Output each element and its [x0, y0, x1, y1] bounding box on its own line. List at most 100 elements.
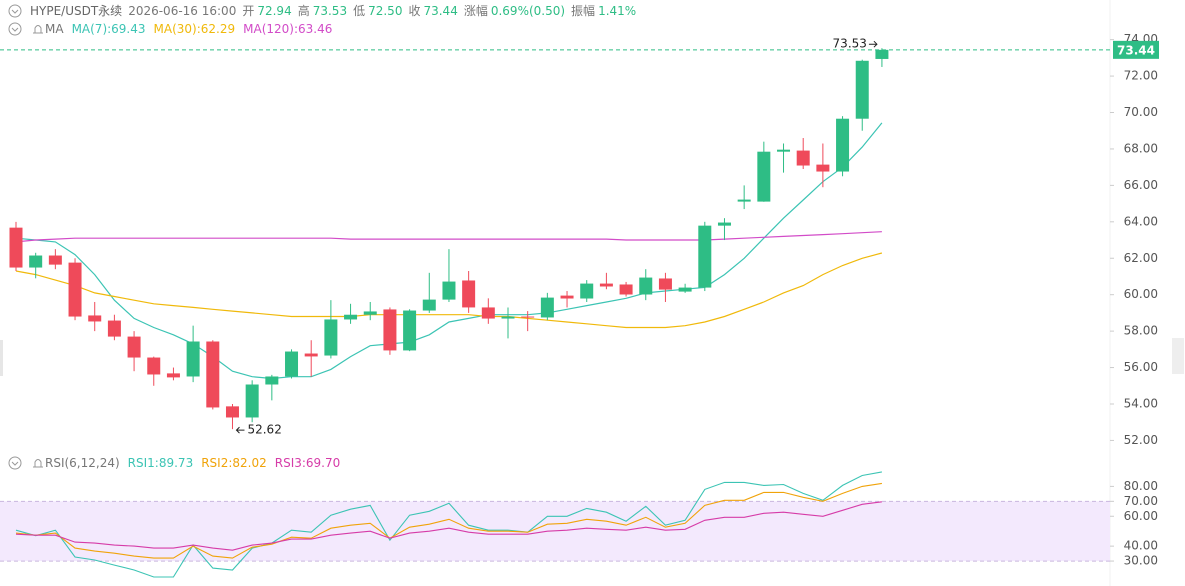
- field-value: 73.53: [312, 4, 348, 18]
- candle-body: [698, 225, 712, 288]
- candle-body: [285, 351, 299, 377]
- field: 收 73.44: [408, 4, 457, 18]
- header-icon[interactable]: [8, 4, 43, 470]
- candle-body: [206, 341, 220, 408]
- field: 涨幅 0.69%(0.50): [464, 4, 565, 18]
- header-row: HYPE/USDT永续 2026-06-16 16:00 开 72.94 高 73.53 低…: [30, 4, 636, 18]
- candle-body: [186, 341, 200, 377]
- candle-body: [68, 262, 82, 317]
- legend-title: MA: [45, 22, 64, 36]
- y-tick-label: 60.00: [1124, 509, 1158, 523]
- candle-body: [737, 199, 751, 202]
- candle-body: [304, 353, 318, 357]
- candle-body: [48, 255, 62, 265]
- candle-body: [658, 278, 672, 290]
- candle-body: [678, 287, 692, 292]
- candle-body: [383, 309, 397, 351]
- y-tick-label: 80.00: [1124, 479, 1158, 493]
- field-value: 1.41%: [598, 4, 637, 18]
- candle-body: [462, 280, 476, 308]
- legend-title: RSI(6,12,24): [45, 456, 120, 470]
- candle-body: [580, 283, 594, 299]
- candle-body: [521, 316, 535, 318]
- extreme-annotation: 52.62: [235, 423, 282, 437]
- candle-body: [225, 406, 239, 418]
- y-tick-label: 64.00: [1124, 214, 1158, 228]
- field-value: 72.94: [257, 4, 292, 18]
- candle-body: [344, 314, 358, 320]
- field-label: 涨幅: [463, 4, 488, 18]
- candle-body: [855, 60, 869, 119]
- annotation-label: 73.53: [833, 37, 867, 51]
- ma-line: [15, 122, 883, 380]
- legend-entry: RSI1:89.73: [127, 456, 194, 470]
- candle-body: [403, 310, 417, 351]
- rsi-line: [15, 482, 882, 559]
- field: 开 72.94: [242, 4, 291, 18]
- candle-body: [481, 307, 495, 319]
- candle-body: [875, 49, 889, 59]
- ma-line: [15, 252, 883, 329]
- candle-body: [363, 311, 377, 315]
- legend-entry: MA(7):69.43: [71, 22, 146, 36]
- rsi-line: [15, 501, 882, 551]
- candle-body: [442, 281, 456, 300]
- candle-body: [324, 319, 338, 356]
- candle-body: [619, 284, 633, 295]
- y-tick-label: 66.00: [1124, 178, 1158, 192]
- last-price-label: 73.44: [1117, 43, 1155, 57]
- scroll-handle[interactable]: [0, 340, 3, 376]
- field-label: 高: [297, 4, 310, 18]
- y-tick-label: 60.00: [1124, 287, 1158, 301]
- candle-body: [88, 315, 102, 322]
- candle-body: [29, 255, 43, 268]
- last-price-tag: [1113, 40, 1159, 59]
- field-label: 振幅: [571, 4, 596, 18]
- field-value: 73.44: [423, 4, 458, 18]
- candle-body: [265, 376, 279, 385]
- candle-body: [816, 164, 830, 172]
- rsi-legend: RSI(6,12,24) RSI1:89.73 RSI2:82.02 RSI3:69.…: [45, 456, 340, 470]
- field-value: 0.69%(0.50): [490, 4, 566, 18]
- annotation-arrow: [868, 40, 878, 48]
- candle-body: [501, 316, 515, 319]
- field-label: 低: [353, 4, 366, 18]
- field-label: 开: [242, 4, 255, 18]
- candle-body: [560, 295, 574, 299]
- y-tick-label: 58.00: [1124, 324, 1158, 338]
- candle-body: [796, 150, 810, 166]
- y-tick-label: 62.00: [1124, 251, 1158, 265]
- candle-body: [245, 384, 259, 418]
- candle-body: [107, 320, 121, 337]
- candle-body: [717, 222, 731, 226]
- candle-body: [127, 336, 141, 358]
- field: 高 73.53: [298, 4, 347, 18]
- y-tick-label: 54.00: [1124, 396, 1158, 410]
- candle-body: [757, 151, 771, 202]
- legend-entry: MA(30):62.29: [153, 22, 236, 36]
- y-tick-label: 70.00: [1124, 105, 1158, 119]
- field: 低 72.50: [353, 4, 402, 18]
- y-tick-label: 70.00: [1124, 494, 1158, 508]
- time: 2026-06-16 16:00: [128, 4, 237, 18]
- extreme-annotation: 73.53: [833, 37, 878, 51]
- candle-body: [836, 118, 850, 172]
- y-tick-label: 56.00: [1124, 360, 1158, 374]
- candle-body: [777, 149, 791, 152]
- candle-body: [9, 227, 23, 268]
- y-tick-label: 68.00: [1124, 141, 1158, 155]
- scroll-handle[interactable]: [1172, 338, 1184, 374]
- candle-body: [540, 297, 554, 318]
- annotation-arrow: [235, 426, 245, 434]
- candle-body: [422, 299, 436, 311]
- field: 振幅 1.41%: [571, 4, 636, 18]
- legend-entry: RSI2:82.02: [201, 456, 267, 470]
- legend-entry: MA(120):63.46: [243, 22, 333, 36]
- candle-body: [639, 277, 653, 295]
- candle-body: [166, 373, 180, 378]
- y-tick-label: 40.00: [1124, 539, 1158, 553]
- candle-body: [147, 357, 161, 375]
- rsi-line: [15, 471, 882, 578]
- symbol: HYPE/USDT永续: [30, 4, 123, 18]
